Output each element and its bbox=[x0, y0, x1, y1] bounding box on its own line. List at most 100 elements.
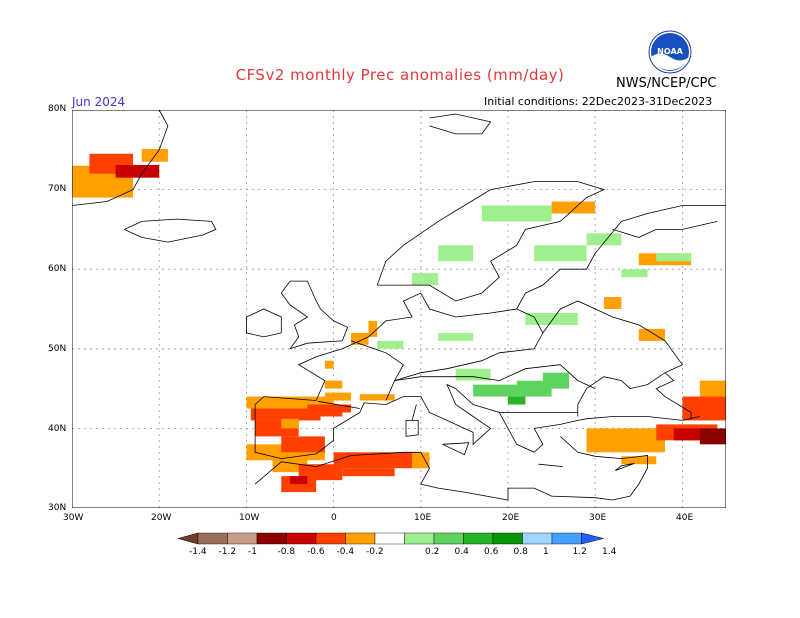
anomaly-cells bbox=[72, 149, 726, 493]
agency-label: NWS/NCEP/CPC bbox=[616, 76, 717, 91]
lon-label-20w: 20W bbox=[151, 513, 172, 523]
coastline bbox=[376, 181, 606, 302]
anomaly-cell bbox=[673, 428, 718, 441]
colorbar-swatch bbox=[256, 532, 287, 545]
anomaly-cell bbox=[359, 394, 395, 401]
colorbar-swatch bbox=[551, 532, 582, 545]
colorbar-label: -0.4 bbox=[336, 547, 355, 557]
coastline bbox=[615, 463, 635, 471]
lat-label-70n: 70N bbox=[48, 184, 67, 194]
colorbar-label: 0.2 bbox=[425, 547, 440, 557]
anomaly-cell bbox=[621, 456, 657, 465]
anomaly-cell bbox=[290, 476, 308, 485]
anomaly-cell bbox=[324, 360, 334, 369]
anomaly-cell bbox=[481, 205, 552, 222]
anomaly-cell bbox=[281, 436, 325, 453]
coastline bbox=[538, 463, 563, 467]
anomaly-cell bbox=[473, 384, 526, 397]
lon-label-30e: 30E bbox=[589, 513, 607, 523]
colorbar-swatch bbox=[227, 532, 258, 545]
colorbar-label: -0.6 bbox=[307, 547, 325, 557]
graticule-lines bbox=[72, 110, 726, 508]
coastline bbox=[280, 280, 349, 350]
coastline bbox=[577, 372, 692, 419]
colorbar-label: 0.6 bbox=[484, 547, 499, 557]
coastline bbox=[72, 110, 169, 206]
anomaly-cell bbox=[307, 404, 352, 413]
lon-label-10e: 10E bbox=[414, 513, 432, 523]
chart-title: CFSv2 monthly Prec anomalies (mm/day) bbox=[235, 66, 565, 84]
colorbar-label: 1 bbox=[543, 547, 549, 557]
anomaly-cell bbox=[656, 253, 692, 262]
lat-label-40n: 40N bbox=[48, 424, 67, 434]
colorbar-swatch bbox=[197, 532, 228, 545]
coastline bbox=[317, 400, 360, 409]
colorbar-label: -0.8 bbox=[277, 547, 296, 557]
colorbar-label: -1 bbox=[248, 547, 257, 557]
coastline bbox=[405, 419, 419, 437]
anomaly-cell bbox=[534, 245, 587, 262]
anomaly-cell bbox=[621, 269, 648, 278]
colorbar-right-arrow bbox=[581, 532, 604, 545]
coastline bbox=[254, 292, 517, 405]
anomaly-cell bbox=[281, 418, 299, 429]
lat-label-80n: 80N bbox=[48, 104, 67, 114]
lat-label-60n: 60N bbox=[48, 264, 67, 274]
anomaly-cell bbox=[324, 392, 352, 401]
coastline bbox=[411, 404, 417, 421]
anomaly-cell bbox=[115, 164, 160, 178]
lon-label-0: 0 bbox=[331, 513, 337, 523]
anomaly-cell bbox=[342, 468, 395, 477]
coastline bbox=[429, 113, 492, 135]
forecast-month: Jun 2024 bbox=[72, 95, 126, 109]
anomaly-cell bbox=[438, 245, 474, 262]
coastline bbox=[245, 308, 282, 338]
anomaly-cell bbox=[455, 368, 491, 381]
lon-label-10w: 10W bbox=[239, 513, 260, 523]
colorbar-label: 1.2 bbox=[572, 547, 587, 557]
anomaly-cell bbox=[638, 328, 665, 341]
colorbar-swatch bbox=[404, 532, 435, 545]
colorbar-label: 0.4 bbox=[454, 547, 469, 557]
coastline bbox=[350, 308, 544, 382]
anomaly-cell bbox=[368, 320, 378, 337]
anomaly-cell bbox=[603, 297, 622, 309]
coastline bbox=[612, 221, 718, 238]
anomaly-cell bbox=[699, 428, 726, 445]
coastline bbox=[254, 451, 648, 501]
noaa-logo: NOAA bbox=[648, 30, 692, 74]
coastline bbox=[542, 300, 684, 374]
anomaly-cell bbox=[508, 396, 526, 405]
coastline bbox=[560, 436, 648, 469]
anomaly-cell bbox=[377, 340, 404, 349]
anomaly-cell bbox=[525, 312, 578, 325]
coastline bbox=[254, 383, 700, 460]
anomaly-cell bbox=[586, 233, 622, 246]
noaa-logo-text: NOAA bbox=[657, 47, 683, 56]
colorbar-swatch bbox=[492, 532, 523, 545]
lon-label-40e: 40E bbox=[676, 513, 694, 523]
anomaly-cell bbox=[551, 201, 596, 214]
colorbar-swatch bbox=[433, 532, 464, 545]
colorbar-left-arrow bbox=[177, 532, 199, 545]
anomaly-cell bbox=[412, 452, 430, 469]
anomaly-cell bbox=[542, 372, 570, 389]
colorbar-swatch bbox=[345, 532, 376, 545]
colorbar-label: -1.2 bbox=[218, 547, 237, 557]
coastline bbox=[442, 442, 470, 456]
anomaly-cell bbox=[516, 380, 552, 397]
coastline bbox=[516, 205, 726, 310]
colorbar bbox=[177, 532, 604, 545]
anomaly-cell bbox=[412, 273, 439, 286]
anomaly-cell bbox=[438, 332, 474, 341]
europe-anomaly-map bbox=[72, 110, 726, 508]
lat-label-50n: 50N bbox=[48, 344, 67, 354]
colorbar-swatch bbox=[286, 532, 317, 545]
lat-label-30n: 30N bbox=[48, 503, 67, 513]
colorbar-swatch bbox=[374, 532, 405, 545]
colorbar-label: 1.4 bbox=[602, 547, 617, 557]
anomaly-cell bbox=[250, 408, 321, 421]
anomaly-cell bbox=[324, 380, 343, 389]
coastlines bbox=[72, 110, 726, 501]
colorbar-swatch bbox=[315, 532, 346, 545]
